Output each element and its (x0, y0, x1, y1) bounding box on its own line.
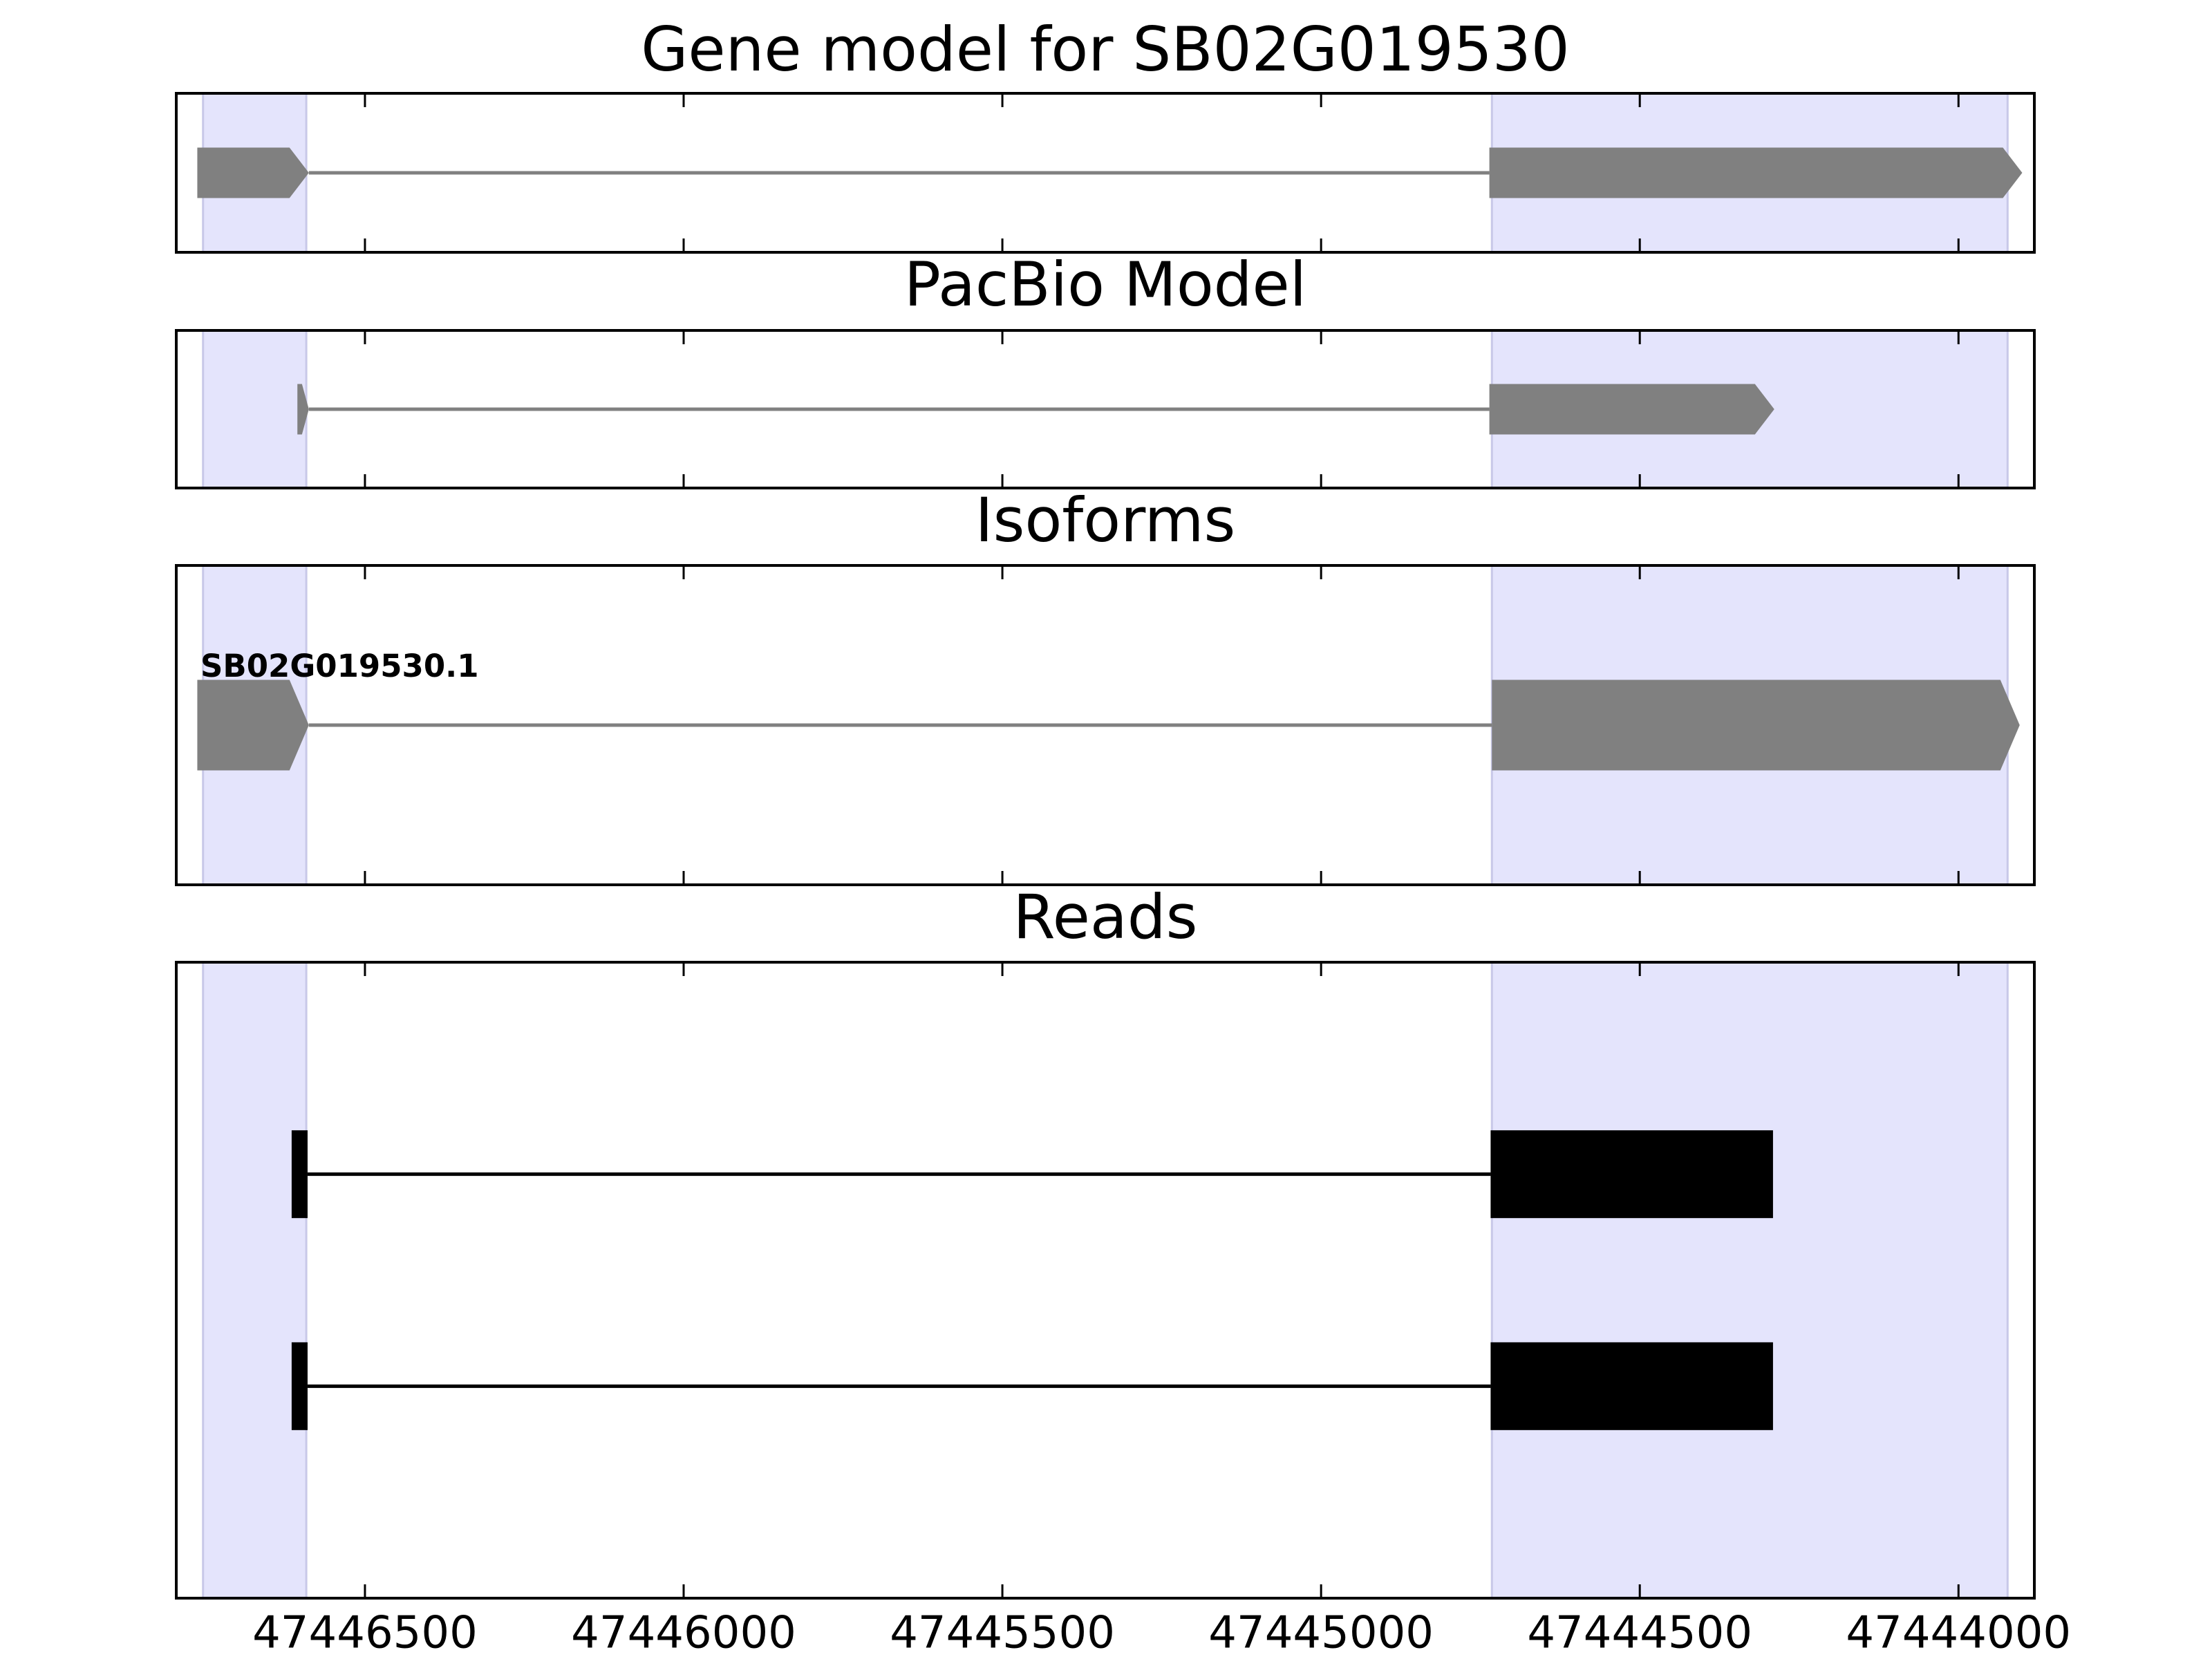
exon (291, 1130, 308, 1219)
panel-title: PacBio Model (904, 249, 1306, 320)
x-tick-label: 47446500 (252, 1608, 478, 1659)
exon (1490, 1130, 1773, 1219)
exon (297, 384, 309, 435)
panel-title: Reads (1013, 881, 1198, 953)
exon (291, 1342, 308, 1430)
exon (1490, 1342, 1773, 1430)
panel-title: Isoforms (975, 485, 1236, 556)
exon (1489, 147, 2023, 198)
x-tick-label: 47446000 (571, 1608, 796, 1659)
exon (197, 147, 309, 198)
exon-highlight (202, 329, 308, 489)
panel-frame (175, 961, 2036, 1600)
exon (1492, 679, 2020, 771)
x-tick-label: 47445000 (1208, 1608, 1434, 1659)
x-tick-label: 47444500 (1527, 1608, 1752, 1659)
exon-highlight (1490, 961, 2009, 1600)
panel-frame (175, 564, 2036, 886)
exon (197, 679, 309, 771)
panel-frame (175, 329, 2036, 489)
feature-label: SB02G019530.1 (200, 648, 479, 684)
exon (1489, 384, 1774, 435)
x-tick-label: 47444000 (1846, 1608, 2071, 1659)
x-tick-label: 47445500 (890, 1608, 1115, 1659)
exon-highlight (202, 961, 308, 1600)
panel-title: Gene model for SB02G019530 (641, 14, 1570, 85)
panel-frame (175, 92, 2036, 254)
